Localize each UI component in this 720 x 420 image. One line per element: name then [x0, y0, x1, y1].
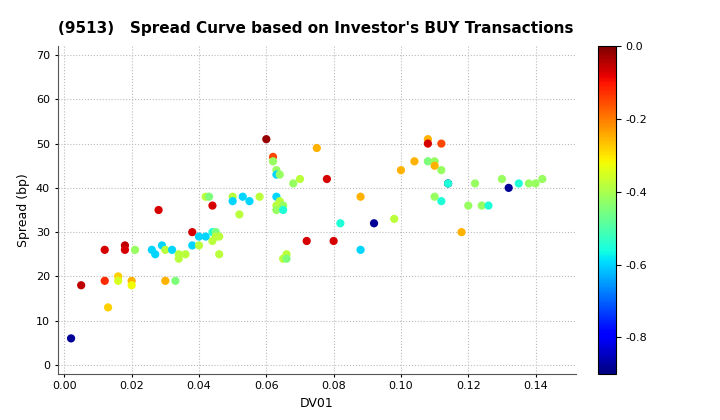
- Point: [422, 158, 433, 165]
- Point: [112, 273, 124, 280]
- Point: [429, 193, 441, 200]
- Point: [160, 278, 171, 284]
- Point: [513, 180, 525, 187]
- Point: [173, 251, 184, 257]
- Point: [271, 167, 282, 173]
- X-axis label: DV01: DV01: [300, 397, 333, 410]
- Point: [99, 278, 110, 284]
- Point: [442, 180, 454, 187]
- Point: [210, 233, 222, 240]
- Point: [271, 171, 282, 178]
- Point: [277, 255, 289, 262]
- Point: [409, 158, 420, 165]
- Point: [335, 220, 346, 227]
- Point: [277, 207, 289, 213]
- Point: [395, 167, 407, 173]
- Point: [523, 180, 535, 187]
- Point: [422, 140, 433, 147]
- Point: [274, 198, 286, 205]
- Point: [462, 202, 474, 209]
- Point: [66, 335, 77, 342]
- Point: [146, 247, 158, 253]
- Point: [150, 251, 161, 257]
- Point: [99, 247, 110, 253]
- Point: [200, 193, 212, 200]
- Point: [429, 163, 441, 169]
- Point: [186, 229, 198, 236]
- Point: [186, 242, 198, 249]
- Point: [321, 176, 333, 182]
- Point: [126, 282, 138, 289]
- Point: [120, 242, 131, 249]
- Point: [193, 233, 204, 240]
- Point: [274, 171, 286, 178]
- Point: [207, 229, 218, 236]
- Point: [271, 193, 282, 200]
- Point: [368, 220, 379, 227]
- Point: [243, 198, 255, 205]
- Point: [436, 198, 447, 205]
- Point: [429, 158, 441, 165]
- Point: [503, 184, 514, 191]
- Point: [328, 238, 339, 244]
- Point: [301, 238, 312, 244]
- Point: [237, 193, 248, 200]
- Y-axis label: Spread (bp): Spread (bp): [17, 173, 30, 247]
- Point: [442, 180, 454, 187]
- Point: [207, 202, 218, 209]
- Point: [166, 247, 178, 253]
- Point: [126, 278, 138, 284]
- Point: [130, 247, 141, 253]
- Point: [233, 211, 245, 218]
- Point: [267, 154, 279, 160]
- Text: (9513)   Spread Curve based on Investor's BUY Transactions: (9513) Spread Curve based on Investor's …: [58, 21, 573, 36]
- Point: [120, 247, 131, 253]
- Point: [227, 198, 238, 205]
- Point: [536, 176, 548, 182]
- Point: [496, 176, 508, 182]
- Point: [277, 202, 289, 209]
- Point: [207, 238, 218, 244]
- Point: [281, 255, 292, 262]
- Point: [156, 242, 168, 249]
- Point: [287, 180, 299, 187]
- Point: [170, 278, 181, 284]
- Point: [193, 242, 204, 249]
- Point: [436, 167, 447, 173]
- Point: [530, 180, 541, 187]
- Point: [160, 247, 171, 253]
- Point: [281, 251, 292, 257]
- Point: [200, 233, 212, 240]
- Point: [271, 207, 282, 213]
- Point: [422, 136, 433, 142]
- Point: [213, 251, 225, 257]
- Point: [254, 193, 266, 200]
- Point: [355, 193, 366, 200]
- Point: [355, 247, 366, 253]
- Point: [261, 136, 272, 142]
- Point: [76, 282, 87, 289]
- Point: [456, 229, 467, 236]
- Point: [294, 176, 306, 182]
- Point: [389, 215, 400, 222]
- Point: [210, 229, 222, 236]
- Point: [476, 202, 487, 209]
- Point: [180, 251, 192, 257]
- Point: [213, 233, 225, 240]
- Point: [469, 180, 481, 187]
- Point: [102, 304, 114, 311]
- Point: [482, 202, 494, 209]
- Point: [436, 140, 447, 147]
- Point: [203, 193, 215, 200]
- Point: [112, 278, 124, 284]
- Point: [227, 193, 238, 200]
- Point: [173, 255, 184, 262]
- Point: [311, 144, 323, 151]
- Point: [267, 158, 279, 165]
- Point: [271, 202, 282, 209]
- Point: [153, 207, 164, 213]
